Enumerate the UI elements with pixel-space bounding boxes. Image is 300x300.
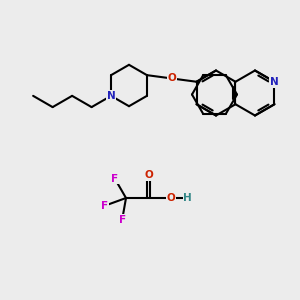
Text: H: H — [184, 193, 192, 203]
Text: F: F — [111, 173, 118, 184]
Text: O: O — [144, 170, 153, 181]
Text: F: F — [118, 215, 126, 225]
Text: F: F — [101, 201, 108, 211]
Text: N: N — [270, 77, 279, 87]
Text: O: O — [167, 193, 176, 203]
Text: O: O — [167, 74, 176, 83]
Text: N: N — [107, 91, 116, 101]
